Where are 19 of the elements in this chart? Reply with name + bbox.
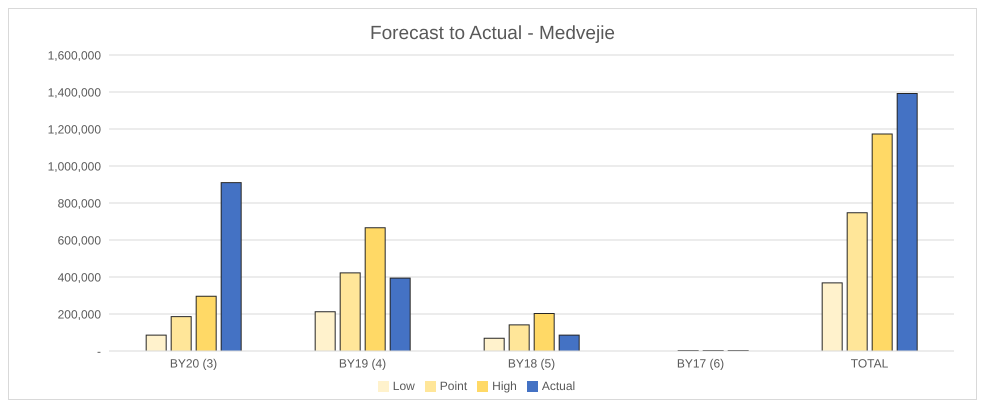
y-tick-label: 200,000	[58, 307, 102, 322]
legend-label: Point	[440, 379, 468, 393]
y-tick-label: 1,000,000	[48, 159, 102, 174]
legend-label: Low	[392, 379, 415, 393]
y-tick-label: 1,400,000	[48, 85, 102, 100]
x-tick-label: BY20 (3)	[170, 356, 218, 371]
y-tick-label: -	[97, 344, 101, 358]
x-tick-label: BY19 (4)	[338, 356, 386, 371]
y-tick-label: 1,200,000	[48, 122, 102, 136]
x-tick-label: BY18 (5)	[508, 356, 556, 371]
y-tick-label: 800,000	[58, 196, 102, 210]
x-tick-label: TOTAL	[850, 356, 889, 371]
x-tick-label: BY17 (6)	[676, 356, 724, 371]
y-tick-label: 600,000	[58, 233, 102, 248]
y-tick-label: 400,000	[58, 270, 102, 284]
legend-label: Actual	[542, 379, 576, 393]
chart-title: Forecast to Actual - Medvejie	[369, 23, 616, 46]
y-tick-label: 1,600,000	[48, 48, 102, 62]
legend-label: High	[492, 379, 517, 393]
